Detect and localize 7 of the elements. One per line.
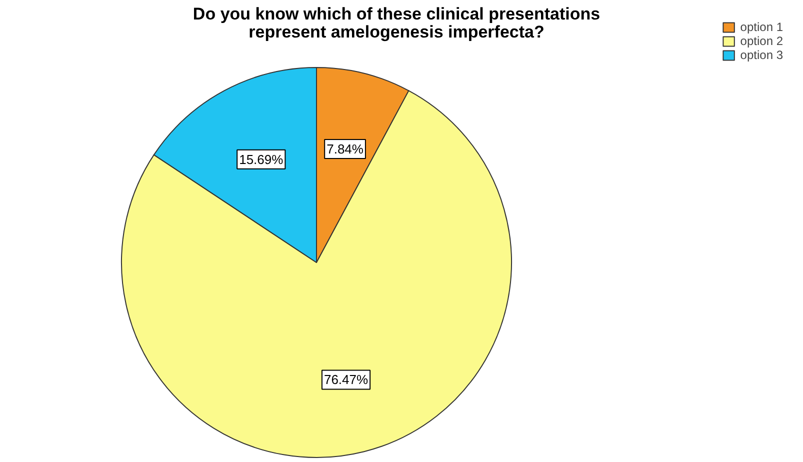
legend-label: option 2 bbox=[740, 34, 783, 48]
chart-title: Do you know which of these clinical presentations represent amelogenesis imperfecta? bbox=[192, 4, 600, 42]
data-label: 7.84% bbox=[326, 142, 364, 157]
data-label: 15.69% bbox=[239, 152, 284, 167]
data-label: 76.47% bbox=[324, 372, 368, 388]
legend-label: option 1 bbox=[740, 20, 783, 34]
legend-label: option 3 bbox=[740, 48, 783, 62]
